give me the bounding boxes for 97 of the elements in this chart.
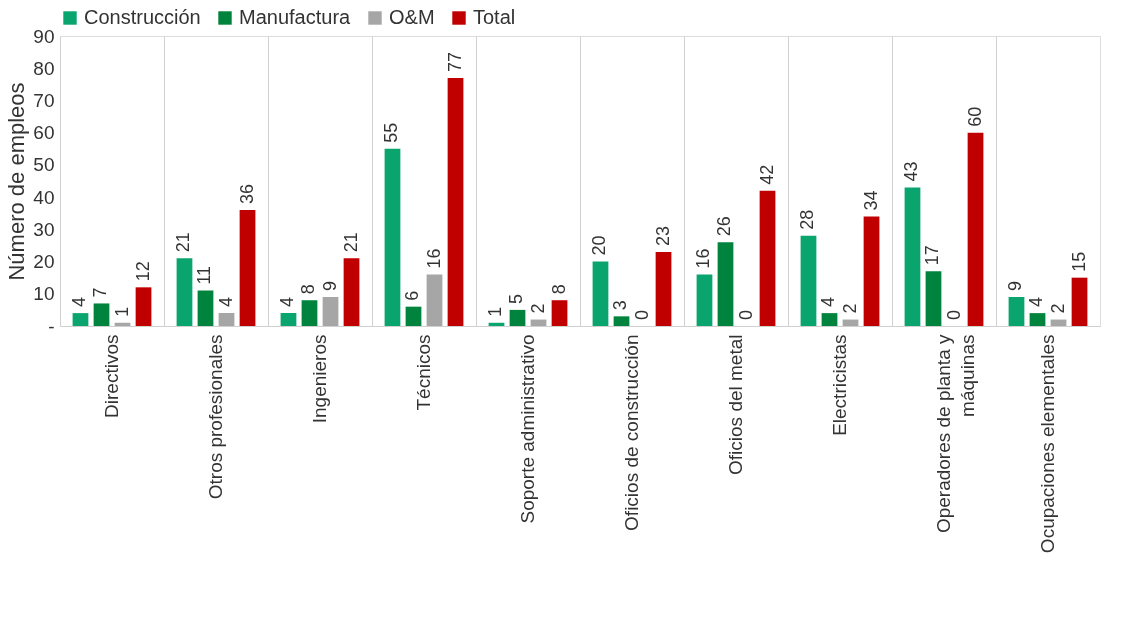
data-label: 5: [506, 293, 527, 304]
data-label: 0: [631, 309, 652, 320]
bar: [925, 271, 942, 326]
data-label: 55: [381, 122, 402, 143]
data-label: 77: [444, 51, 465, 72]
bar: [280, 313, 297, 326]
y-tick-label: 30: [33, 218, 55, 240]
bar: [592, 261, 609, 326]
legend-label: O&M: [389, 6, 435, 28]
x-tick-label: Operadores de planta y máquinas: [933, 334, 978, 534]
y-tick-label: 70: [33, 89, 55, 111]
y-tick-label: 60: [33, 122, 55, 144]
bar: [135, 287, 152, 326]
x-tick-label: Oficios de construcción: [621, 334, 642, 531]
data-label: 8: [548, 284, 569, 295]
data-label: 11: [194, 265, 215, 285]
x-tick-label: Ocupaciones elementales: [1037, 334, 1058, 554]
bar: [904, 187, 921, 326]
x-tick-label: Oficios del metal: [725, 334, 746, 475]
bar: [613, 316, 630, 326]
bar: [696, 274, 713, 326]
data-label: 21: [340, 232, 361, 253]
data-label: 7: [90, 287, 111, 298]
data-label: 0: [735, 309, 756, 320]
data-label: 36: [236, 183, 257, 204]
x-tick-label: Directivos: [101, 334, 122, 418]
x-tick-label: Electricistas: [829, 334, 850, 436]
bar: [301, 300, 318, 326]
data-label: 4: [215, 297, 236, 308]
data-label: 4: [1026, 297, 1047, 308]
y-tick-label: 90: [33, 25, 55, 47]
data-label: 60: [964, 106, 985, 127]
bar: [967, 132, 984, 326]
data-label: 23: [652, 225, 673, 246]
x-tick-label: Ingenieros: [309, 334, 330, 424]
x-tick-label: Técnicos: [413, 334, 434, 411]
y-tick-label: 40: [33, 186, 55, 208]
data-label: 15: [1068, 251, 1089, 272]
data-label: 2: [1047, 303, 1068, 314]
y-tick-label: 20: [33, 251, 55, 273]
bar: [1029, 313, 1046, 326]
x-tick-label: Otros profesionales: [205, 334, 226, 500]
legend-label: Total: [473, 6, 516, 28]
bar: [821, 313, 838, 326]
data-label: 4: [818, 297, 839, 308]
data-label: 1: [111, 306, 132, 317]
bar: [863, 216, 880, 326]
bar: [426, 274, 443, 326]
data-label: 43: [901, 161, 922, 182]
bar: [551, 300, 568, 326]
data-label: 0: [943, 309, 964, 320]
data-label: 4: [69, 297, 90, 308]
data-label: 20: [589, 235, 610, 256]
bar: [93, 303, 110, 326]
data-label: 12: [132, 261, 153, 282]
bar: [800, 235, 817, 326]
data-label: 28: [797, 209, 818, 230]
y-axis-title: Número de empleos: [4, 82, 30, 281]
data-label: 8: [298, 284, 319, 295]
bar: [72, 313, 89, 326]
bar: [717, 242, 734, 326]
data-label: 16: [423, 248, 444, 269]
bar: [384, 148, 401, 326]
bar: [322, 297, 339, 326]
data-label: 1: [485, 306, 506, 317]
data-label: 42: [756, 164, 777, 185]
data-label: 26: [714, 216, 735, 237]
bar: [1071, 277, 1088, 326]
data-label: 34: [860, 190, 881, 211]
data-label: 9: [319, 280, 340, 291]
y-tick-label: 10: [33, 283, 55, 305]
data-label: 2: [527, 303, 548, 314]
y-tick-label: 80: [33, 57, 55, 79]
bar: [447, 77, 464, 326]
bar: [176, 258, 193, 326]
data-label: 6: [402, 290, 423, 301]
data-label: 2: [839, 303, 860, 314]
legend-label: Construcción: [84, 6, 201, 28]
bar: [239, 210, 256, 326]
legend-label: Manufactura: [239, 6, 352, 28]
data-label: 17: [922, 245, 943, 266]
y-tick-label: 50: [33, 154, 55, 176]
x-tick-label: Soporte administrativo: [517, 334, 538, 524]
bar: [759, 190, 776, 326]
data-label: 9: [1005, 280, 1026, 291]
bar: [197, 290, 214, 326]
data-label: 3: [610, 300, 631, 311]
bar: [1008, 297, 1025, 326]
data-label: 4: [277, 297, 298, 308]
y-tick-label: -: [48, 315, 55, 337]
bar: [343, 258, 360, 326]
bar: [405, 306, 422, 326]
data-label: 21: [173, 232, 194, 253]
bar: [509, 309, 526, 326]
bar: [655, 251, 672, 326]
bar: [218, 313, 235, 326]
data-label: 16: [693, 248, 714, 269]
